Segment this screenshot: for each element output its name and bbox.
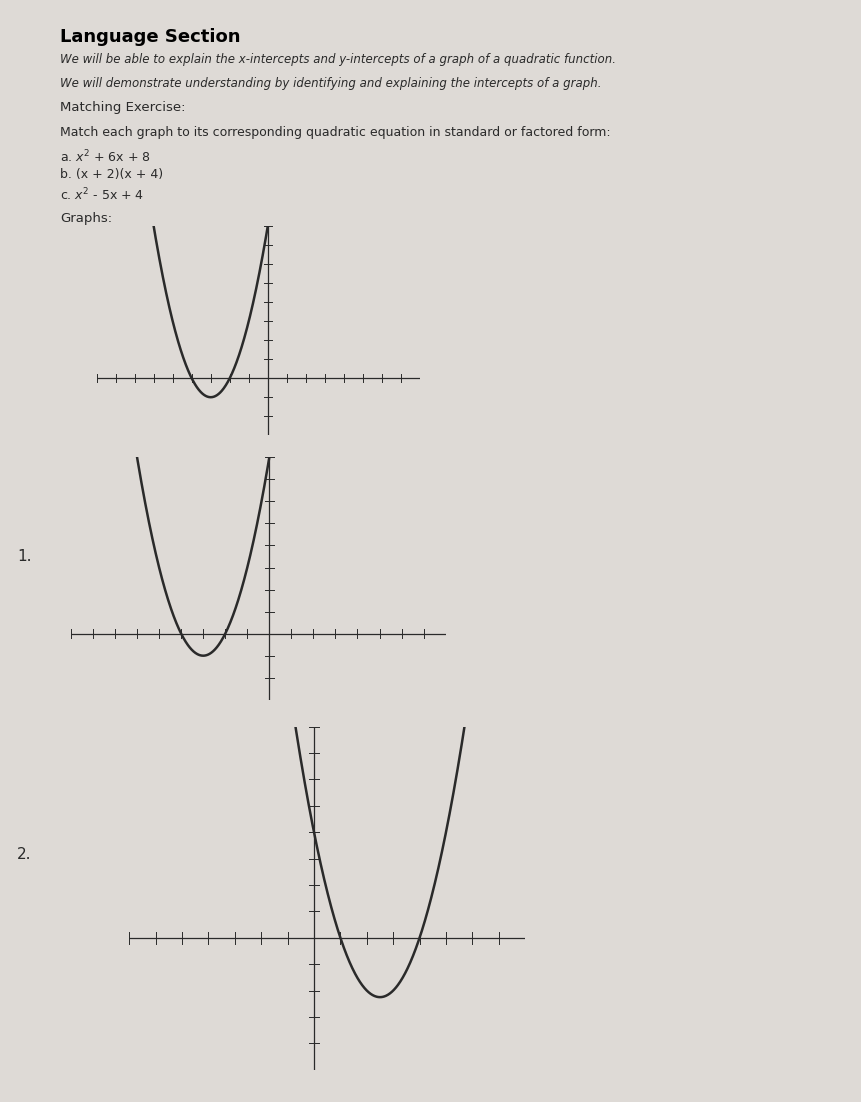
Text: Match each graph to its corresponding quadratic equation in standard or factored: Match each graph to its corresponding qu… <box>60 126 611 139</box>
Text: 2.: 2. <box>17 846 32 862</box>
Text: Language Section: Language Section <box>60 28 241 45</box>
Text: We will demonstrate understanding by identifying and explaining the intercepts o: We will demonstrate understanding by ide… <box>60 77 602 90</box>
Text: We will be able to explain the x-intercepts and y-intercepts of a graph of a qua: We will be able to explain the x-interce… <box>60 53 616 66</box>
Text: Matching Exercise:: Matching Exercise: <box>60 101 186 115</box>
Text: a. $x^2$ + 6x + 8: a. $x^2$ + 6x + 8 <box>60 149 151 165</box>
Text: b. (x + 2)(x + 4): b. (x + 2)(x + 4) <box>60 168 164 181</box>
Text: Graphs:: Graphs: <box>60 212 113 225</box>
Text: 1.: 1. <box>17 549 32 564</box>
Text: c. $x^2$ - 5x + 4: c. $x^2$ - 5x + 4 <box>60 186 145 203</box>
